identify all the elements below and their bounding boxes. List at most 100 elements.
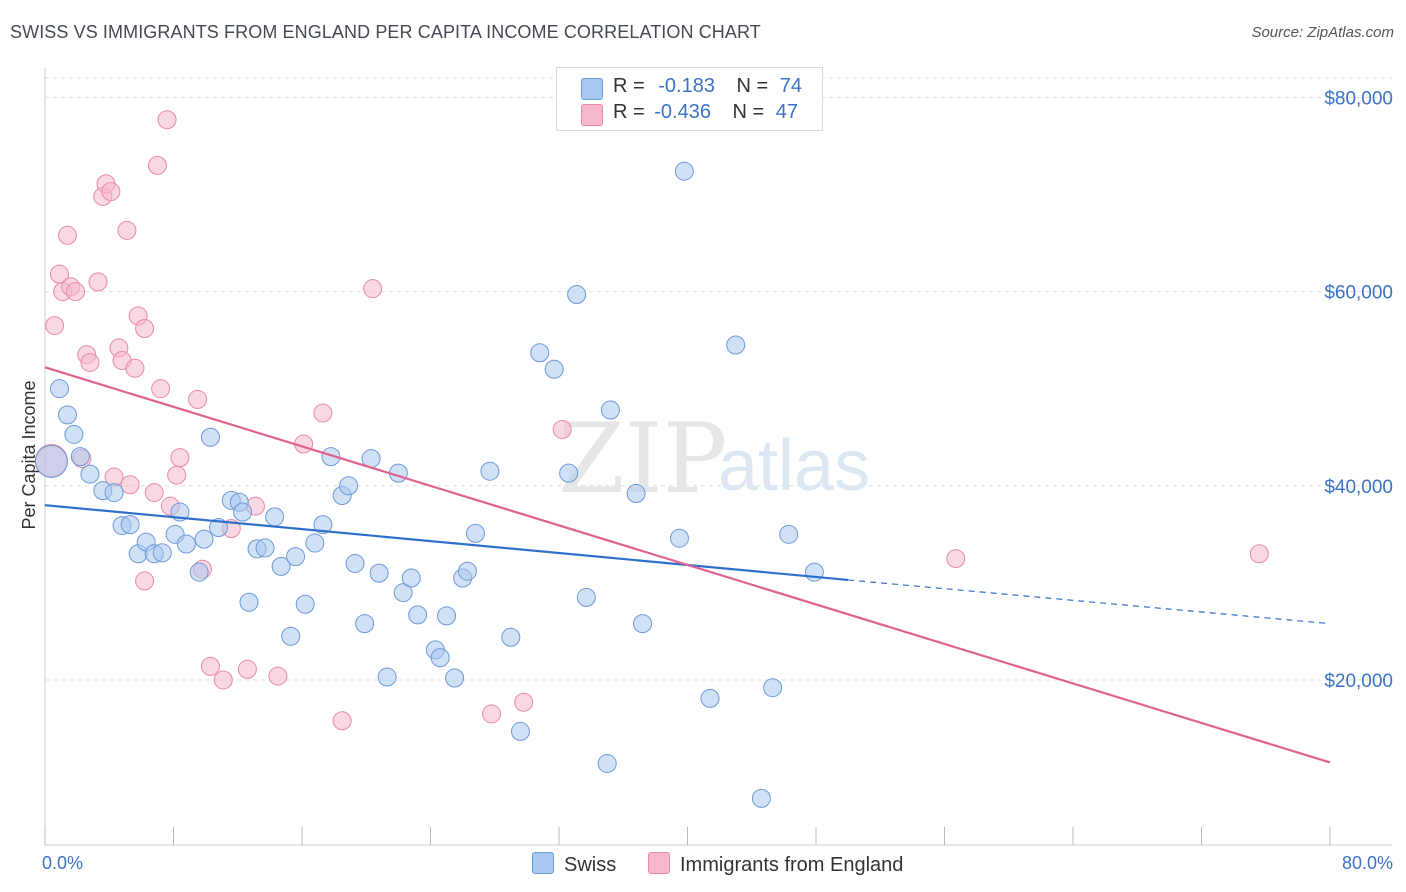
england-point-26 xyxy=(157,110,177,130)
legend-england-name: Immigrants from England xyxy=(680,854,904,876)
swiss-point-23 xyxy=(233,502,253,522)
england-point-45 xyxy=(946,549,966,569)
swiss-point-65 xyxy=(669,528,689,548)
england-point-10 xyxy=(88,272,108,292)
swiss-point-34 xyxy=(321,447,341,467)
swiss-point-27 xyxy=(265,507,285,527)
swiss-point-67 xyxy=(700,688,720,708)
swiss-point-30 xyxy=(286,547,306,567)
england-point-39 xyxy=(313,403,333,423)
tick-labels: $20,000 $40,000 $60,000 $80,000 0.0% 80.0% xyxy=(42,88,1393,873)
swiss-point-58 xyxy=(559,463,579,483)
england-swatch xyxy=(581,104,603,126)
swiss-point-5 xyxy=(80,464,100,484)
swiss-point-40 xyxy=(369,563,389,583)
swiss-point-59 xyxy=(567,285,587,305)
swiss-point-51 xyxy=(457,561,477,581)
england-point-41 xyxy=(363,279,383,299)
swiss-trend-line xyxy=(44,504,849,582)
swiss-point-16 xyxy=(176,534,196,554)
swiss-point-18 xyxy=(194,529,214,549)
swiss-point-31 xyxy=(295,594,315,614)
swiss-point-0 xyxy=(34,445,68,478)
swiss-point-70 xyxy=(763,678,783,698)
swiss-point-49 xyxy=(445,668,465,688)
swiss-point-29 xyxy=(281,626,301,646)
swiss-point-20 xyxy=(208,518,228,538)
england-point-6 xyxy=(66,282,86,302)
england-point-9 xyxy=(80,352,100,372)
legend-swiss-r: -0.183 xyxy=(658,75,715,97)
england-point-32 xyxy=(200,656,220,676)
england-point-20 xyxy=(125,358,145,378)
y-tick-label-1: $40,000 xyxy=(1324,477,1393,498)
legend-england-n: 47 xyxy=(775,101,799,123)
legend-england-r: -0.436 xyxy=(654,101,711,123)
stats-legend: R = -0.183 N = 74 R = -0.436 N = 47 xyxy=(556,67,823,131)
swiss-point-24 xyxy=(239,592,259,612)
england-point-25 xyxy=(151,379,171,399)
swiss-point-64 xyxy=(633,614,653,634)
swiss-point-43 xyxy=(393,583,413,603)
england-point-33 xyxy=(213,670,233,690)
swiss-point-48 xyxy=(437,606,457,626)
swiss-point-32 xyxy=(305,533,325,553)
legend-r-label: R = xyxy=(613,101,645,123)
england-point-43 xyxy=(514,692,534,712)
england-point-35 xyxy=(237,659,257,679)
england-point-44 xyxy=(552,419,572,439)
england-point-23 xyxy=(144,483,164,503)
swiss-trend-extension xyxy=(848,579,1331,625)
england-point-13 xyxy=(101,182,121,202)
legend-n-label: N = xyxy=(732,101,765,123)
swiss-point-54 xyxy=(501,627,521,647)
swiss-point-44 xyxy=(401,568,421,588)
swiss-point-7 xyxy=(104,483,124,503)
legend-n-label: N = xyxy=(736,75,769,97)
england-point-29 xyxy=(170,448,190,468)
swiss-point-57 xyxy=(544,359,564,379)
swiss-point-28 xyxy=(271,556,291,576)
swiss-point-19 xyxy=(200,427,220,447)
england-point-1 xyxy=(45,316,65,336)
swiss-point-9 xyxy=(120,515,140,535)
england-point-28 xyxy=(167,465,187,485)
series-swiss-points xyxy=(34,161,824,808)
swiss-point-71 xyxy=(779,524,799,544)
swiss-swatch xyxy=(581,78,603,100)
x-tick-label-1: 80.0% xyxy=(1342,853,1393,873)
legend-swiss-n: 74 xyxy=(779,75,803,97)
watermark: ZIP atlas xyxy=(558,403,870,515)
swiss-point-33 xyxy=(313,515,333,535)
england-point-24 xyxy=(147,155,167,175)
swiss-point-17 xyxy=(189,562,209,582)
england-point-17 xyxy=(117,220,137,240)
swiss-point-2 xyxy=(57,405,77,425)
swiss-point-52 xyxy=(465,523,485,543)
swiss-point-68 xyxy=(726,335,746,355)
swiss-point-41 xyxy=(377,667,397,687)
bottom-legend-england: Immigrants from England xyxy=(648,852,903,877)
swiss-point-3 xyxy=(64,424,84,444)
swiss-point-56 xyxy=(530,343,550,363)
swiss-point-66 xyxy=(674,161,694,181)
england-point-37 xyxy=(268,666,288,686)
england-point-22 xyxy=(135,571,155,591)
england-swatch xyxy=(648,852,670,874)
england-point-18 xyxy=(120,475,140,495)
england-point-42 xyxy=(482,704,502,724)
y-tick-label-3: $80,000 xyxy=(1324,88,1393,109)
swiss-point-1 xyxy=(49,379,69,399)
swiss-point-60 xyxy=(576,587,596,607)
swiss-swatch xyxy=(532,852,554,874)
england-point-40 xyxy=(332,711,352,731)
swiss-point-55 xyxy=(510,721,530,741)
swiss-point-13 xyxy=(152,543,172,563)
swiss-point-26 xyxy=(255,538,275,558)
swiss-point-36 xyxy=(339,476,359,496)
swiss-point-62 xyxy=(600,400,620,420)
chart-title: SWISS VS IMMIGRANTS FROM ENGLAND PER CAP… xyxy=(10,22,761,42)
england-point-46 xyxy=(1249,544,1269,564)
y-tick-label-2: $60,000 xyxy=(1324,283,1393,304)
